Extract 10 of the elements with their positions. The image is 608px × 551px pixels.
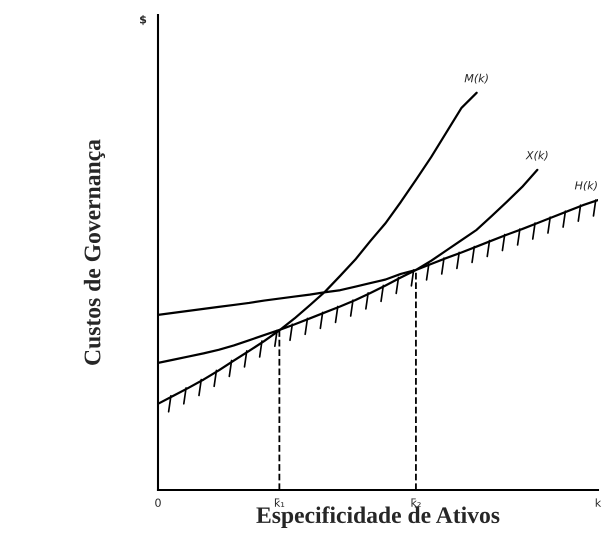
x-tick-label: k [596,498,602,507]
x-tick-label: 0 [155,498,161,507]
series-label: M(k) [464,74,488,84]
x-axis-title: Especificidade de Ativos [256,506,500,528]
series-label: X(k) [525,150,548,161]
x-tick-label: k̄₁ [274,498,284,507]
x-tick-label: k̄₂ [411,498,421,507]
y-axis-title: Custos de Governança [84,139,106,365]
text: $ [140,15,146,26]
series-label: H(k) [574,180,597,191]
